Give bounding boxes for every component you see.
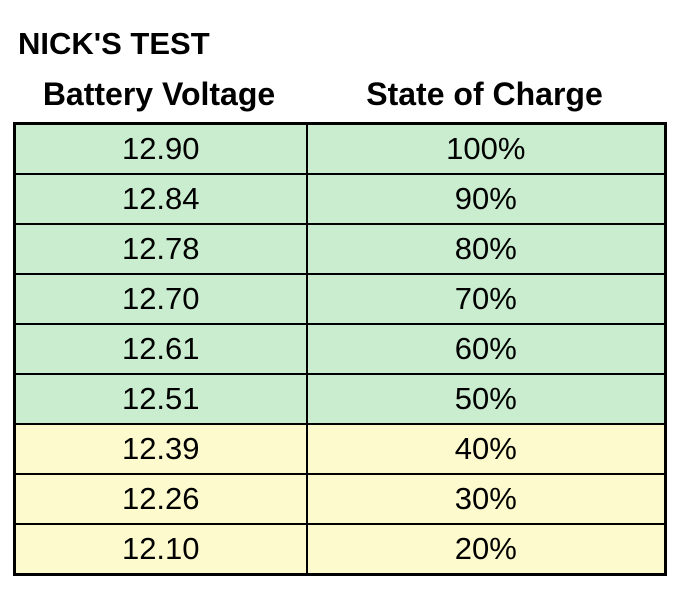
table-row: 12.61 60%: [13, 323, 667, 375]
table-row: 12.10 20%: [13, 523, 667, 576]
cell-voltage: 12.39: [13, 423, 308, 475]
cell-soc: 40%: [305, 423, 667, 475]
cell-soc: 50%: [305, 373, 667, 425]
cell-soc: 80%: [305, 223, 667, 275]
table-row: 12.70 70%: [13, 273, 667, 325]
column-header-battery-voltage: Battery Voltage: [42, 76, 276, 112]
table-row: 12.90 100%: [13, 122, 667, 175]
cell-voltage: 12.26: [13, 473, 308, 525]
battery-soc-table: 12.90 100% 12.84 90% 12.78 80% 12.70 70%…: [13, 122, 667, 576]
table-row: 12.84 90%: [13, 173, 667, 225]
cell-voltage: 12.61: [13, 323, 308, 375]
cell-soc: 90%: [305, 173, 667, 225]
cell-voltage: 12.70: [13, 273, 308, 325]
cell-soc: 30%: [305, 473, 667, 525]
table-row: 12.78 80%: [13, 223, 667, 275]
table-row: 12.51 50%: [13, 373, 667, 425]
cell-soc: 100%: [305, 122, 667, 175]
page-title: NICK'S TEST: [18, 26, 210, 61]
cell-soc: 70%: [305, 273, 667, 325]
table-row: 12.39 40%: [13, 423, 667, 475]
cell-voltage: 12.78: [13, 223, 308, 275]
cell-voltage: 12.84: [13, 173, 308, 225]
table-header-row: Battery Voltage State of Charge: [13, 76, 664, 113]
cell-soc: 20%: [305, 523, 667, 576]
table-row: 12.26 30%: [13, 473, 667, 525]
column-header-state-of-charge: State of Charge: [366, 76, 603, 112]
cell-voltage: 12.51: [13, 373, 308, 425]
cell-soc: 60%: [305, 323, 667, 375]
cell-voltage: 12.90: [13, 122, 308, 175]
cell-voltage: 12.10: [13, 523, 308, 576]
